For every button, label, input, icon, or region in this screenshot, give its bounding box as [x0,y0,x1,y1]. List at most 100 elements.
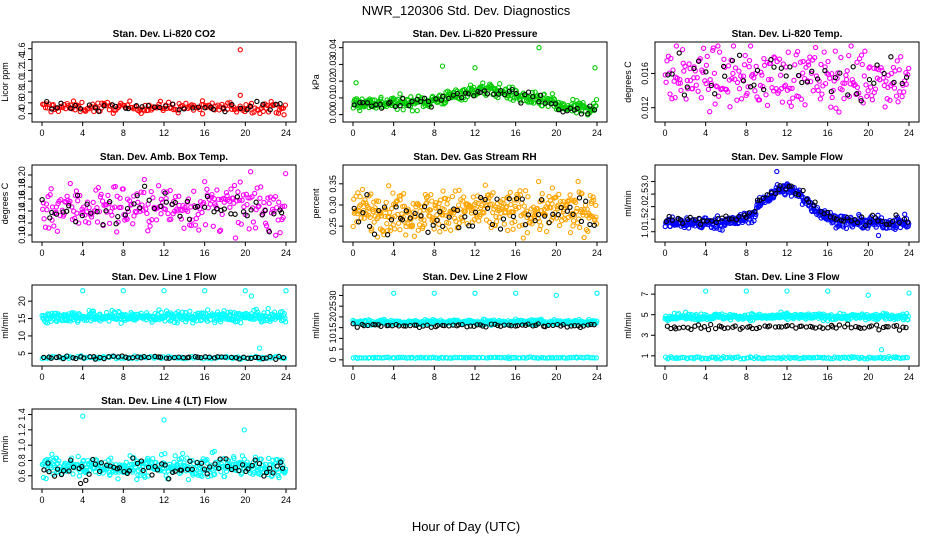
data-point [110,353,117,359]
data-point [891,323,897,329]
data-point [484,205,491,211]
x-tick-label: 16 [200,372,210,382]
data-point [805,62,812,68]
data-point [114,229,120,235]
data-point [498,88,504,94]
data-point [155,354,162,360]
data-point [695,88,701,94]
data-point [812,199,818,205]
data-point [903,324,909,331]
data-point [265,305,271,312]
data-point [49,451,55,457]
x-tick-label: 8 [432,372,437,382]
y-tick-label: 15 [328,323,338,333]
data-point [403,232,409,238]
data-point [204,193,211,200]
data-point [495,322,501,329]
data-point [771,64,777,70]
data-point [574,355,580,361]
data-point [108,455,114,461]
data-point [570,211,576,218]
data-point [459,94,465,101]
data-point [485,198,491,204]
data-point [252,190,258,197]
data-point [235,189,241,195]
data-point [383,354,389,361]
data-point [549,201,555,207]
data-point [273,110,279,116]
data-point [790,95,796,101]
data-point [77,192,83,199]
data-point [475,200,481,206]
data-point [51,473,58,479]
data-point [734,97,740,103]
data-point [80,204,87,210]
data-point [588,321,594,328]
series-sample [40,169,289,241]
data-point [836,109,842,115]
outlier-point [77,480,84,487]
data-point [788,193,795,199]
x-tick-label: 24 [281,495,291,505]
data-point [827,355,834,362]
data-point [842,324,848,330]
data-point [452,215,458,221]
data-point [555,212,561,218]
data-point [406,102,412,109]
data-point [148,188,154,195]
outlier-point [281,112,287,118]
data-point [76,473,83,479]
data-point [567,204,573,210]
data-point [673,43,680,49]
data-point [489,201,495,207]
data-point [839,87,845,93]
data-point [535,92,541,98]
data-point [679,354,685,361]
data-point [384,220,390,227]
data-point [277,229,283,236]
data-point [412,210,418,217]
y-tick-label: 15 [17,314,27,324]
x-tick-label: 24 [281,248,291,258]
data-point [351,205,357,212]
data-point [893,322,900,329]
data-point [906,65,912,72]
data-point [46,468,52,475]
panel-title: Stan. Dev. Sample Flow [731,152,843,163]
data-point [807,54,813,60]
x-tick-label: 8 [744,128,749,138]
data-point [47,192,53,198]
data-point [350,321,356,327]
data-point [221,199,227,205]
data-point [756,324,763,331]
data-point [751,82,757,88]
data-point [844,214,850,221]
data-point [525,212,532,218]
data-point [516,223,522,229]
data-point [538,223,544,229]
data-point [453,206,460,213]
data-point [42,224,49,230]
data-point [854,84,861,91]
data-point [418,216,424,222]
data-point [79,463,85,470]
data-point [782,82,789,88]
data-point [41,467,47,473]
data-point [591,107,598,113]
data-point [70,98,77,104]
data-point [473,355,479,361]
y-axis-label: degrees C [623,61,633,103]
data-point [903,74,910,80]
data-point [411,233,418,239]
data-point [795,191,802,198]
data-point [752,88,758,94]
data-point [199,209,205,216]
data-point [359,186,366,193]
data-point [572,197,578,203]
data-point [45,460,51,466]
data-point [780,61,786,67]
data-point [40,474,47,481]
data-point [542,100,548,106]
